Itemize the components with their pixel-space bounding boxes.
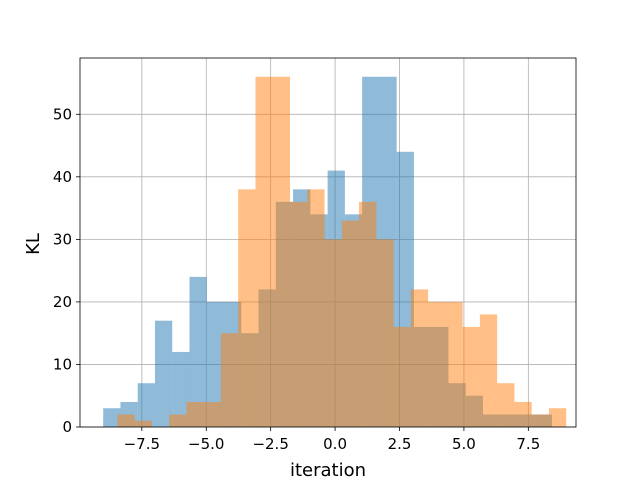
histogram-bar-series-2 [324,239,342,427]
axes-layer: −7.5 −5.0 −2.5 0.0 2.5 5.0 7.5 0 10 20 30 40 50 [53,57,577,453]
x-tick-label: −2.5 [252,435,288,453]
histogram-bar-series-2 [220,333,239,427]
histogram-bar-series-2 [307,189,325,427]
histogram-bar-series-2 [289,201,308,427]
x-tick-label: 2.5 [388,435,412,453]
y-tick-label: 10 [53,355,72,373]
histogram-bar-series-2 [514,401,532,427]
histogram-bar-series-2 [203,401,221,427]
histogram-bar-series-2 [359,201,377,427]
histogram-bar-series-1 [172,351,190,427]
x-tick-label: −7.5 [124,435,160,453]
histogram-bar-series-2 [479,314,498,427]
histogram-bar-series-2 [376,239,394,427]
histogram-bar-series-2 [117,414,135,427]
histogram-bar-series-1 [189,276,207,427]
histogram-bar-series-2 [497,383,515,427]
histogram-bar-series-2 [531,414,549,427]
x-tick-label: 5.0 [452,435,476,453]
x-axis-label: iteration [290,460,366,480]
y-tick-label: 40 [53,168,72,186]
histogram-bar-series-1 [103,408,121,427]
histogram-bar-series-2 [428,301,446,427]
histogram-bar-series-2 [134,420,152,427]
histogram-bar-series-2 [445,301,463,427]
x-tick-label: 0.0 [323,435,347,453]
plot-frame [79,57,577,428]
bars-layer [103,76,567,428]
histogram-bar-series-2 [272,76,290,428]
histogram-bar-series-2 [548,408,567,427]
histogram-bar-series-2 [255,76,273,428]
histogram-bar-series-2 [393,326,411,427]
histogram-bar-series-2 [462,326,480,427]
y-tick-label: 20 [53,293,72,311]
histogram-bar-series-2 [169,414,187,427]
histogram-bar-series-2 [238,189,256,427]
histogram-bar-series-2 [186,401,204,427]
y-tick-label: 0 [62,418,72,436]
histogram-bar-series-1 [206,301,225,427]
histogram-bar-series-1 [137,383,155,427]
histogram-bar-series-2 [341,220,360,427]
y-tick-label: 30 [53,230,72,248]
x-tick-label: 7.5 [516,435,540,453]
x-tick-label: −5.0 [188,435,224,453]
histogram-bar-series-1 [154,320,173,427]
y-axis-label: KL [23,233,44,255]
y-tick-label: 50 [53,105,72,123]
histogram-bar-series-2 [410,289,429,427]
